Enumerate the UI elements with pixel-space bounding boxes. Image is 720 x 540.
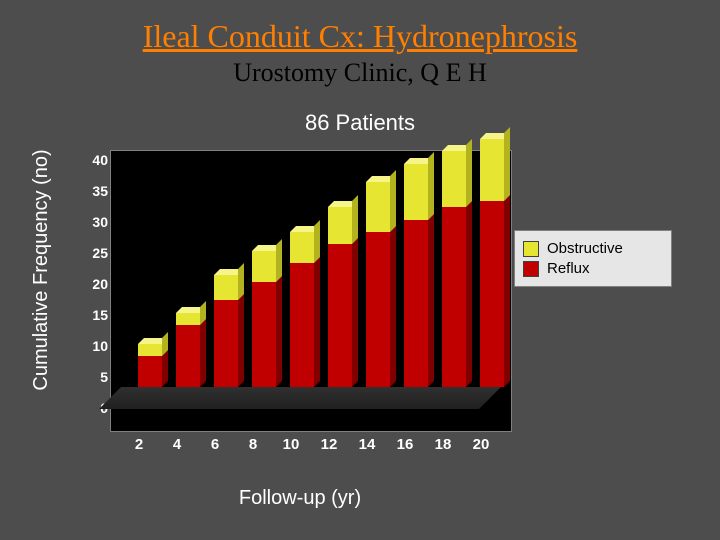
legend-swatch (523, 241, 539, 257)
bar-group (252, 139, 276, 387)
plot-inner (121, 161, 501, 409)
bar-obstructive (480, 139, 504, 201)
plot-floor (99, 387, 501, 409)
bar-reflux (290, 263, 314, 387)
x-tick: 12 (321, 436, 338, 453)
legend: Obstructive Reflux (514, 230, 672, 287)
bar-reflux (404, 220, 428, 387)
bar-reflux (328, 244, 352, 387)
legend-swatch (523, 261, 539, 277)
bar-group (176, 139, 200, 387)
bar-reflux (442, 207, 466, 387)
slide-subtitle: Urostomy Clinic, Q E H (0, 58, 720, 88)
y-axis-label: Cumulative Frequency (no) (30, 140, 60, 400)
bar-obstructive (442, 151, 466, 207)
x-tick: 6 (211, 436, 219, 453)
x-ticks: 2 4 6 8 10 12 14 16 18 20 (110, 432, 510, 452)
bar-reflux (176, 325, 200, 387)
x-tick: 16 (397, 436, 414, 453)
x-tick: 8 (249, 436, 257, 453)
bar-reflux (366, 232, 390, 387)
slide-title: Ileal Conduit Cx: Hydronephrosis (0, 18, 720, 55)
bar-group (214, 139, 238, 387)
bar-obstructive (290, 232, 314, 263)
bar-obstructive (252, 251, 276, 282)
bar-obstructive (404, 164, 428, 220)
legend-item: Reflux (523, 260, 663, 277)
bar-reflux (214, 300, 238, 387)
y-tick: 25 (78, 245, 108, 261)
plot-area (110, 150, 512, 432)
slide: Ileal Conduit Cx: Hydronephrosis Urostom… (0, 0, 720, 540)
bar-group (138, 139, 162, 387)
legend-label: Reflux (547, 260, 590, 277)
bar-obstructive (214, 275, 238, 300)
bar-group (404, 139, 428, 387)
bar-obstructive (176, 313, 200, 325)
chart-title: 86 Patients (40, 110, 680, 136)
bar-obstructive (138, 344, 162, 356)
x-tick: 14 (359, 436, 376, 453)
chart: 86 Patients Cumulative Frequency (no) 05… (40, 110, 680, 510)
y-tick: 15 (78, 307, 108, 323)
x-tick: 4 (173, 436, 181, 453)
bar-group (442, 139, 466, 387)
y-ticks: 0510152025303540 (78, 150, 108, 430)
legend-item: Obstructive (523, 240, 663, 257)
bar-obstructive (366, 182, 390, 232)
y-tick: 30 (78, 214, 108, 230)
bar-group (480, 139, 504, 387)
bar-reflux (480, 201, 504, 387)
bar-group (366, 139, 390, 387)
bar-reflux (138, 356, 162, 387)
bar-reflux (252, 282, 276, 387)
bar-group (290, 139, 314, 387)
x-tick: 20 (473, 436, 490, 453)
bar-obstructive (328, 207, 352, 244)
bar-group (328, 139, 352, 387)
y-tick: 40 (78, 152, 108, 168)
x-tick: 2 (135, 436, 143, 453)
x-axis-label: Follow-up (yr) (100, 487, 500, 510)
x-tick: 18 (435, 436, 452, 453)
x-tick: 10 (283, 436, 300, 453)
y-tick: 20 (78, 276, 108, 292)
y-tick: 35 (78, 183, 108, 199)
y-tick: 5 (78, 369, 108, 385)
y-tick: 10 (78, 338, 108, 354)
legend-label: Obstructive (547, 240, 623, 257)
